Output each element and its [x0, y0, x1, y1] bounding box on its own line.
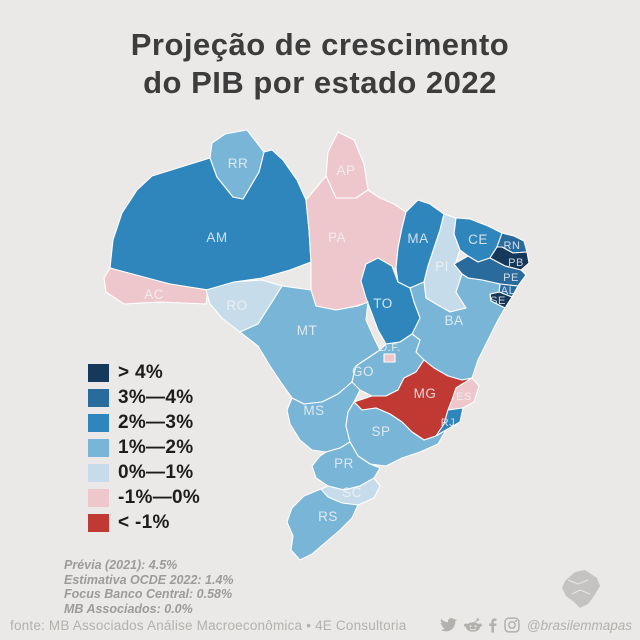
legend-swatch-1to2 — [88, 439, 109, 457]
state-am-shape — [109, 149, 312, 291]
legend-swatch-2to3 — [88, 414, 109, 432]
state-ms: MS — [286, 381, 361, 453]
legend-label-3to4: 3%—4% — [118, 387, 194, 408]
brasilemmapas-logo-shape — [562, 570, 600, 608]
logo-detail-line-2 — [571, 589, 591, 595]
instagram-icon — [504, 617, 520, 633]
state-am-label: AM — [206, 230, 227, 245]
state-mt-label: MT — [297, 323, 318, 338]
state-rn-label: RN — [504, 240, 521, 252]
state-rr-label: RR — [228, 156, 249, 171]
legend-label-gt4: > 4% — [118, 362, 164, 383]
legend-label-ltneg1: < -1% — [118, 512, 170, 533]
state-ce: CE — [453, 217, 503, 263]
state-rr: RR — [209, 129, 265, 200]
state-sc-label: SC — [342, 485, 362, 500]
state-pi-label: PI — [435, 259, 449, 274]
state-ce-label: CE — [468, 232, 488, 247]
state-ma-label: MA — [407, 231, 428, 246]
state-sc: SC — [320, 477, 381, 506]
legend-item-ltneg1: < -1% — [88, 512, 200, 533]
state-df: D.F. — [379, 342, 401, 363]
state-pb: PB — [489, 246, 530, 271]
legend-label-1to2: 1%—2% — [118, 437, 194, 458]
state-ac: AC — [103, 267, 209, 305]
title-line-1: Projeção de crescimento — [130, 27, 510, 62]
state-ro-label: RO — [226, 298, 247, 313]
state-ac-label: AC — [144, 287, 164, 302]
logo-detail-line-1 — [567, 579, 589, 585]
legend-item-0to1: 0%—1% — [88, 462, 200, 483]
legend: > 4% 3%—4% 2%—3% 1%—2% 0%—1% -1%—0% < -1… — [88, 362, 201, 539]
state-pe-label: PE — [503, 272, 519, 284]
footnote-previa: Prévia (2021): 4.5% — [64, 558, 178, 572]
state-rs: RS — [286, 488, 359, 561]
twitter-icon — [440, 618, 457, 632]
state-rs-label: RS — [318, 509, 338, 524]
page-title: Projeção de crescimento do PIB por estad… — [0, 26, 640, 102]
legend-swatch-ltneg1 — [88, 514, 109, 532]
footnotes: Prévia (2021): 4.5% Estimativa OCDE 2022… — [64, 558, 234, 616]
state-ac-shape — [103, 267, 209, 305]
legend-label-neg1to0: -1%—0% — [118, 487, 201, 508]
legend-swatch-0to1 — [88, 464, 109, 482]
legend-swatch-gt4 — [88, 364, 109, 382]
state-df-label: D.F. — [379, 342, 401, 354]
state-ap-label: AP — [336, 163, 355, 178]
state-pa-label: PA — [328, 230, 346, 245]
legend-item-2to3: 2%—3% — [88, 412, 200, 433]
state-df-shape — [383, 353, 396, 363]
state-rr-shape — [209, 129, 265, 200]
state-ba-label: BA — [444, 313, 463, 328]
footnote-focus: Focus Banco Central: 0.58% — [64, 587, 233, 601]
social-row: @brasilemmapas — [440, 617, 632, 633]
state-rj-label: RJ — [441, 417, 455, 429]
state-ms-label: MS — [303, 403, 324, 418]
state-sp-label: SP — [371, 424, 390, 439]
state-rs-shape — [286, 488, 359, 561]
facebook-icon — [488, 618, 497, 632]
legend-swatch-3to4 — [88, 389, 109, 407]
footnote-ocde: Estimativa OCDE 2022: 1.4% — [64, 572, 234, 587]
legend-swatch-neg1to0 — [88, 489, 109, 507]
title-line-2: do PIB por estado 2022 — [143, 65, 497, 100]
social-handle: @brasilemmapas — [526, 617, 632, 633]
state-ap: AP — [325, 131, 369, 199]
state-mt: MT — [239, 285, 381, 405]
state-to-label: TO — [373, 296, 393, 311]
state-sp: SP — [345, 401, 447, 467]
brasilemmapas-logo — [562, 570, 600, 608]
legend-item-1to2: 1%—2% — [88, 437, 200, 458]
legend-item-3to4: 3%—4% — [88, 387, 200, 408]
legend-label-0to1: 0%—1% — [118, 462, 194, 483]
legend-item-neg1to0: -1%—0% — [88, 487, 201, 508]
state-mg-label: MG — [414, 386, 437, 401]
footnote-mb: MB Associados: 0.0% — [64, 601, 193, 616]
source-credit: fonte: MB Associados Análise Macroeconôm… — [10, 618, 407, 633]
state-pr-label: PR — [334, 456, 354, 471]
state-am: AM — [109, 149, 312, 291]
state-pb-label: PB — [508, 257, 524, 269]
state-go-label: GO — [352, 364, 374, 379]
legend-item-gt4: > 4% — [88, 362, 200, 383]
state-es-label: ES — [456, 391, 472, 403]
reddit-icon — [463, 618, 482, 632]
legend-label-2to3: 2%—3% — [118, 412, 194, 433]
